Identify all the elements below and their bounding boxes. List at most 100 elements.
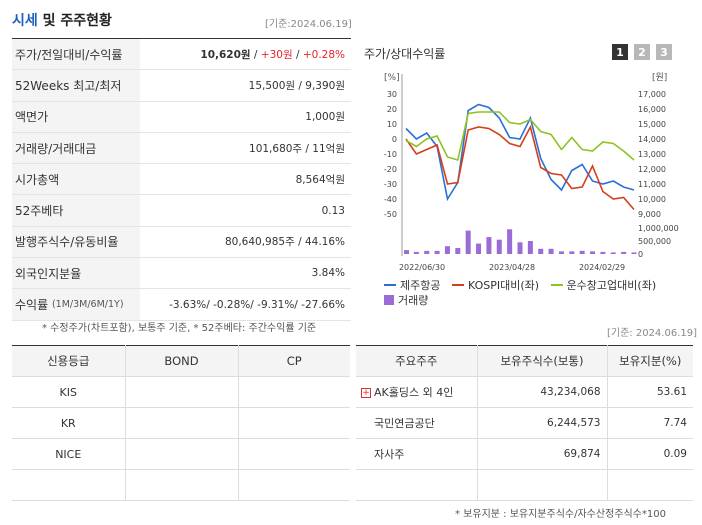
quote-label: 52Weeks 최고/최저 — [12, 70, 140, 101]
quote-label: 52주베타 — [12, 195, 140, 226]
right-tick-label: 12,000 — [638, 165, 666, 174]
credit-bond — [125, 469, 239, 501]
right-tick-label: 13,000 — [638, 150, 666, 159]
volume-bar — [455, 248, 461, 254]
shareholder-header-row: 주요주주 보유주식수(보통) 보유지분(%) — [356, 345, 693, 377]
legend-item: 운수창고업대비(좌) — [550, 278, 657, 293]
credit-cp — [238, 469, 350, 501]
base-date: [기준:2024.06.19] — [265, 19, 352, 30]
section-title: 시세 및 주주현황 — [12, 10, 112, 30]
left-tick-label: 20 — [387, 105, 397, 114]
table-row: KIS — [12, 376, 350, 408]
series-line-2 — [405, 124, 635, 211]
quote-label: 액면가 — [12, 101, 140, 132]
volume-tick-label: 500,000 — [638, 237, 671, 246]
credit-header-row: 신용등급 BOND CP — [12, 345, 350, 377]
right-axis-unit: [원] — [652, 72, 667, 83]
quote-value: 101,680주 / 11억원 — [249, 142, 345, 155]
table-row: KR — [12, 407, 350, 439]
quote-label: 외국인지분율 — [12, 258, 140, 289]
credit-bond — [125, 376, 239, 408]
chart-tab-1[interactable]: 1 — [612, 44, 628, 60]
left-tick-label: -10 — [384, 150, 397, 159]
quote-row: 거래량/거래대금 101,680주 / 11억원 — [12, 132, 351, 165]
volume-bar — [548, 248, 554, 254]
left-tick-label: -20 — [384, 165, 397, 174]
volume-bar — [558, 251, 564, 254]
shareholder-header: 주요주주 — [356, 345, 478, 377]
footnote-left: * 수정주가(차트포함), 보통주 기준, * 52주베타: 주간수익률 기준 — [42, 323, 317, 334]
volume-bar — [434, 250, 440, 254]
volume-tick-label: 1,000,000 — [638, 224, 679, 233]
credit-agency: KIS — [12, 376, 126, 408]
empty-cell — [356, 469, 478, 501]
volume-tick-label: 0 — [638, 250, 643, 259]
credit-cp — [238, 407, 350, 439]
volume-bar — [476, 243, 482, 254]
credit-header: BOND — [125, 345, 239, 377]
volume-bar — [496, 239, 502, 254]
legend-label: KOSPI대비(좌) — [467, 279, 540, 292]
base-date-2: [기준: 2024.06.19] — [607, 328, 698, 339]
volume-bar — [413, 251, 419, 254]
volume-bar — [590, 251, 596, 254]
legend-item: 거래량 — [384, 293, 428, 308]
volume-bar — [465, 230, 471, 254]
expand-icon[interactable]: + — [361, 388, 371, 398]
shareholder-name: 국민연금공단 — [356, 407, 478, 439]
quote-row: 52Weeks 최고/최저 15,500원 / 9,390원 — [12, 70, 351, 102]
x-tick-label: 2022/06/30 — [399, 263, 445, 272]
quote-row: 52주베타 0.13 — [12, 195, 351, 227]
empty-cell — [607, 469, 693, 501]
legend-label: 거래량 — [398, 294, 429, 307]
left-axis-unit: [%] — [384, 73, 400, 83]
right-tick-label: 9,000 — [638, 210, 661, 219]
quote-label: 시가총액 — [12, 164, 140, 195]
volume-bar — [444, 246, 450, 254]
right-tick-label: 10,000 — [638, 195, 666, 204]
chart-tab-3[interactable]: 3 — [656, 44, 672, 60]
shareholder-header: 보유지분(%) — [607, 345, 693, 377]
left-tick-label: 0 — [392, 135, 397, 144]
volume-bar — [486, 237, 492, 254]
credit-table: 신용등급 BOND CP KIS KR NICE — [12, 345, 350, 501]
quote-value-price: 10,620원 / +30원 / +0.28% — [140, 47, 351, 62]
legend-item: 제주항공 — [384, 278, 440, 293]
price-rate: +0.28% — [302, 48, 345, 61]
right-tick-label: 15,000 — [638, 120, 666, 129]
shareholder-shares: 43,234,068 — [477, 376, 608, 408]
credit-header: 신용등급 — [12, 345, 126, 377]
x-tick-label: 2024/02/29 — [579, 263, 625, 272]
right-tick-label: 14,000 — [638, 135, 666, 144]
legend-swatch — [384, 284, 396, 286]
right-tick-label: 17,000 — [638, 90, 666, 99]
quote-row-returns: 수익률 (1M/3M/6M/1Y) -3.63%/ -0.28%/ -9.31%… — [12, 289, 351, 321]
legend-label: 운수창고업대비(좌) — [566, 279, 657, 292]
price-sep: / — [250, 48, 261, 61]
chart-tab-2[interactable]: 2 — [634, 44, 650, 60]
credit-cp — [238, 376, 350, 408]
shareholder-shares: 69,874 — [477, 438, 608, 470]
quote-label: 발행주식수/유동비율 — [12, 226, 140, 258]
chart-title: 주가/상대수익률 — [364, 47, 446, 61]
table-row: 국민연금공단 6,244,573 7.74 — [356, 407, 693, 439]
chart-legend: 제주항공 KOSPI대비(좌) 운수창고업대비(좌) 거래량 — [384, 276, 702, 308]
table-row: NICE — [12, 438, 350, 470]
volume-bar — [538, 248, 544, 254]
credit-agency: NICE — [12, 438, 126, 470]
right-tick-label: 11,000 — [638, 180, 666, 189]
quote-value: 15,500원 / 9,390원 — [248, 79, 345, 92]
volume-bar — [600, 251, 606, 254]
credit-bond — [125, 438, 239, 470]
quote-row: 외국인지분율 3.84% — [12, 258, 351, 290]
quote-value: 0.13 — [321, 204, 345, 217]
volume-bar — [507, 229, 513, 254]
shareholder-shares: 6,244,573 — [477, 407, 608, 439]
shareholder-name: AK홀딩스 외 4인 — [374, 386, 454, 399]
quote-value: 1,000원 — [305, 111, 345, 124]
table-row: + AK홀딩스 외 4인 43,234,068 53.61 — [356, 376, 693, 408]
shareholder-table: 주요주주 보유주식수(보통) 보유지분(%) + AK홀딩스 외 4인 43,23… — [356, 345, 693, 501]
credit-agency — [12, 469, 126, 501]
volume-bar — [610, 252, 616, 254]
shareholder-header: 보유주식수(보통) — [477, 345, 608, 377]
